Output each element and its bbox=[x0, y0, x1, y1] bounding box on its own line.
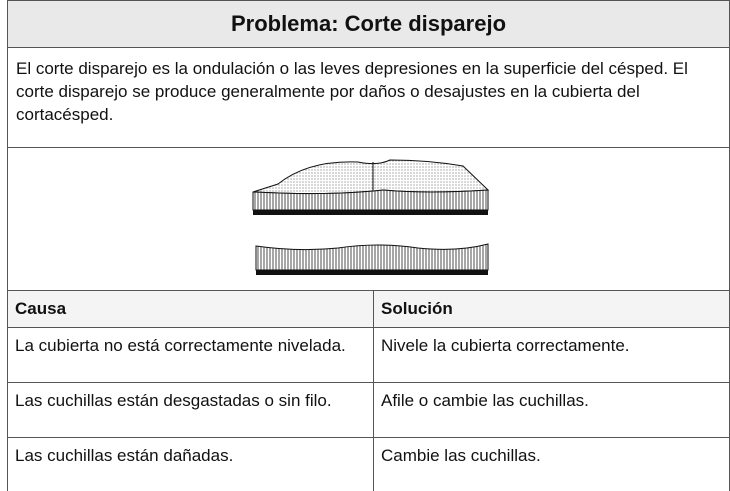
illustration-cell bbox=[7, 147, 730, 291]
solution-cell: Cambie las cuchillas. bbox=[373, 437, 730, 491]
description: El corte disparejo es la ondulación o la… bbox=[7, 47, 730, 148]
column-header: Causa bbox=[7, 290, 374, 328]
solution-cell: Afile o cambie las cuchillas. bbox=[373, 382, 730, 438]
column-header: Solución bbox=[373, 290, 730, 328]
title: Problema: Corte disparejo bbox=[7, 0, 730, 48]
solution-cell: Nivele la cubierta correctamente. bbox=[373, 327, 730, 383]
illustration bbox=[252, 159, 490, 275]
cause-cell: La cubierta no está correctamente nivela… bbox=[7, 327, 374, 383]
cause-cell: Las cuchillas están dañadas. bbox=[7, 437, 374, 491]
cause-cell: Las cuchillas están desgastadas o sin fi… bbox=[7, 382, 374, 438]
